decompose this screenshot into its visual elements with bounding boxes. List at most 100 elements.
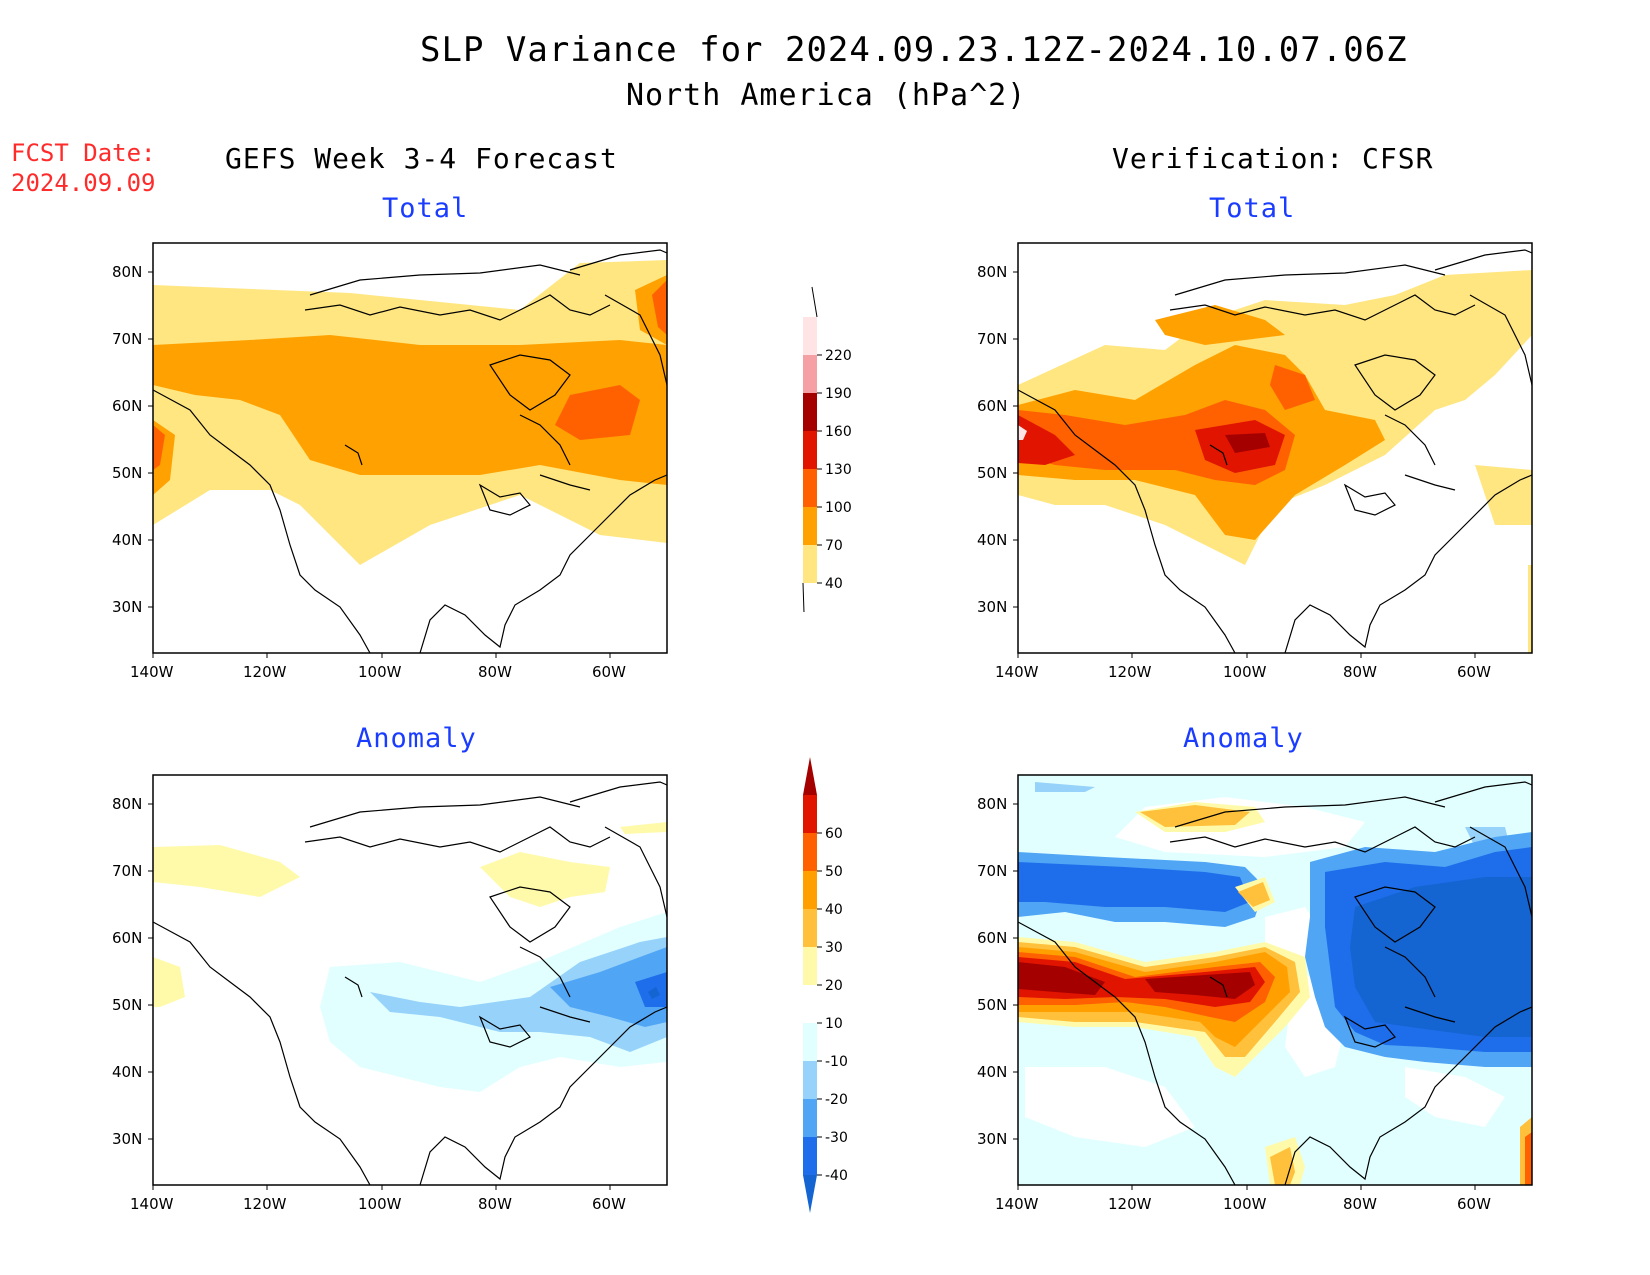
colorbar-bottom-tail bbox=[802, 582, 805, 612]
colorbar-label: 30 bbox=[825, 940, 843, 956]
colorbar-label: -30 bbox=[825, 1130, 848, 1146]
lon-tick-label: 120W bbox=[1108, 1195, 1152, 1213]
lon-tick-label: 60W bbox=[1457, 663, 1491, 681]
lon-tick-label: 140W bbox=[995, 1195, 1039, 1213]
lon-tick-label: 140W bbox=[130, 1195, 174, 1213]
colorbar-bottom-arrow bbox=[803, 1175, 817, 1213]
colorbar-label: 50 bbox=[825, 864, 843, 880]
colorbar-top-tail bbox=[811, 286, 818, 318]
lon-tick-label: 80W bbox=[1343, 663, 1377, 681]
lat-tick-label: 30N bbox=[112, 1130, 142, 1148]
contour-above-60 bbox=[1018, 962, 1255, 999]
lon-tick-label: 80W bbox=[478, 663, 512, 681]
lat-tick-label: 40N bbox=[112, 1063, 142, 1081]
lat-tick-label: 40N bbox=[112, 531, 142, 549]
map-forecast-total: 80N 70N 60N 50N 40N 30N 140W 120W 100W 8… bbox=[112, 242, 668, 681]
lon-tick-label: 100W bbox=[1223, 1195, 1267, 1213]
lon-axis: 140W 120W 100W 80W 60W bbox=[995, 663, 1491, 681]
colorbar-label: 40 bbox=[825, 902, 843, 918]
lat-tick-label: 60N bbox=[977, 397, 1007, 415]
lat-tick-label: 30N bbox=[112, 598, 142, 616]
contour-below-neg40 bbox=[635, 972, 667, 1007]
panel-title-verification-anomaly: Anomaly bbox=[1183, 723, 1304, 754]
left-column-heading: GEFS Week 3-4 Forecast bbox=[225, 142, 618, 175]
lon-tick-label: 120W bbox=[1108, 663, 1152, 681]
lon-tick-label: 60W bbox=[1457, 1195, 1491, 1213]
lat-tick-label: 70N bbox=[112, 330, 142, 348]
lat-tick-label: 60N bbox=[112, 929, 142, 947]
lon-tick-label: 120W bbox=[243, 1195, 287, 1213]
colorbar-label: 160 bbox=[825, 424, 852, 440]
map-verification-anomaly: 80N 70N 60N 50N 40N 30N 140W 120W 100W 8… bbox=[977, 774, 1533, 1213]
colorbar-top-arrow bbox=[803, 757, 817, 795]
colorbar-label: -40 bbox=[825, 1168, 848, 1184]
map-verification-total: 80N 70N 60N 50N 40N 30N 140W 120W 100W 8… bbox=[977, 242, 1533, 681]
lon-tick-label: 100W bbox=[358, 1195, 402, 1213]
colorbar-label: -10 bbox=[825, 1054, 848, 1070]
colorbar-label: 60 bbox=[825, 826, 843, 842]
colorbar-label: 100 bbox=[825, 500, 852, 516]
panel-title-forecast-total: Total bbox=[382, 193, 469, 224]
contour-neg30-neg40 bbox=[1018, 862, 1250, 912]
lat-tick-label: 40N bbox=[977, 1063, 1007, 1081]
colorbar-swatch bbox=[803, 1137, 817, 1175]
coastline bbox=[1018, 249, 1532, 653]
lat-axis: 80N 70N 60N 50N 40N 30N bbox=[977, 795, 1007, 1148]
lon-tick-label: 60W bbox=[592, 663, 626, 681]
coastline bbox=[153, 249, 667, 653]
lat-tick-label: 70N bbox=[977, 330, 1007, 348]
lat-tick-label: 80N bbox=[977, 263, 1007, 281]
lon-tick-label: 140W bbox=[995, 663, 1039, 681]
lat-tick-label: 50N bbox=[977, 996, 1007, 1014]
lon-tick-label: 120W bbox=[243, 663, 287, 681]
lat-tick-label: 80N bbox=[977, 795, 1007, 813]
colorbar-label: 130 bbox=[825, 462, 852, 478]
lon-tick-label: 140W bbox=[130, 663, 174, 681]
contour-neg30-neg40 bbox=[550, 947, 667, 1027]
contour-neg20-neg30 bbox=[370, 937, 667, 1052]
colorbar-label: 10 bbox=[825, 1016, 843, 1032]
colorbar-anomaly: -40 -30 -20 -10 10 20 30 40 50 60 bbox=[803, 757, 848, 1213]
lon-tick-label: 100W bbox=[1223, 663, 1267, 681]
contour-10-20 bbox=[153, 845, 300, 897]
colorbar-swatch bbox=[803, 507, 817, 545]
colorbar-label: -20 bbox=[825, 1092, 848, 1108]
colorbar-swatch bbox=[803, 909, 817, 947]
figure-title: SLP Variance for 2024.09.23.12Z-2024.10.… bbox=[420, 30, 1408, 70]
lat-tick-label: 30N bbox=[977, 1130, 1007, 1148]
lat-axis: 80N 70N 60N 50N 40N 30N bbox=[977, 263, 1007, 616]
colorbar-label: 70 bbox=[825, 538, 843, 554]
lat-axis: 80N 70N 60N 50N 40N 30N bbox=[112, 795, 142, 1148]
lat-tick-label: 60N bbox=[112, 397, 142, 415]
contour-130-160 bbox=[1018, 415, 1285, 473]
colorbar-swatch bbox=[803, 317, 817, 355]
colorbar-label: 40 bbox=[825, 576, 843, 592]
lat-tick-label: 30N bbox=[977, 598, 1007, 616]
colorbar-label: 190 bbox=[825, 386, 852, 402]
lon-tick-label: 80W bbox=[478, 1195, 512, 1213]
lat-tick-label: 60N bbox=[977, 929, 1007, 947]
colorbar-swatch bbox=[803, 1023, 817, 1061]
colorbar-label: 220 bbox=[825, 348, 852, 364]
colorbar-swatch bbox=[803, 469, 817, 507]
lat-tick-label: 50N bbox=[977, 464, 1007, 482]
colorbar-swatch bbox=[803, 871, 817, 909]
contour-160-190 bbox=[1225, 433, 1270, 453]
colorbar-swatch bbox=[803, 355, 817, 393]
colorbar-swatch bbox=[803, 431, 817, 469]
lat-axis: 80N 70N 60N 50N 40N 30N bbox=[112, 263, 142, 616]
lat-tick-label: 50N bbox=[112, 996, 142, 1014]
colorbar-total: 40 70 100 130 160 190 220 bbox=[802, 286, 852, 612]
lon-axis: 140W 120W 100W 80W 60W bbox=[130, 1195, 626, 1213]
lat-tick-label: 40N bbox=[977, 531, 1007, 549]
lat-tick-label: 70N bbox=[977, 862, 1007, 880]
lat-tick-label: 50N bbox=[112, 464, 142, 482]
lon-tick-label: 60W bbox=[592, 1195, 626, 1213]
lat-tick-label: 70N bbox=[112, 862, 142, 880]
colorbar-swatch bbox=[803, 795, 817, 833]
lon-tick-label: 80W bbox=[1343, 1195, 1377, 1213]
contour-70-100 bbox=[153, 335, 667, 495]
colorbar-swatch bbox=[803, 1061, 817, 1099]
colorbar-swatch bbox=[803, 545, 817, 583]
fcst-date-value: 2024.09.09 bbox=[11, 169, 156, 197]
